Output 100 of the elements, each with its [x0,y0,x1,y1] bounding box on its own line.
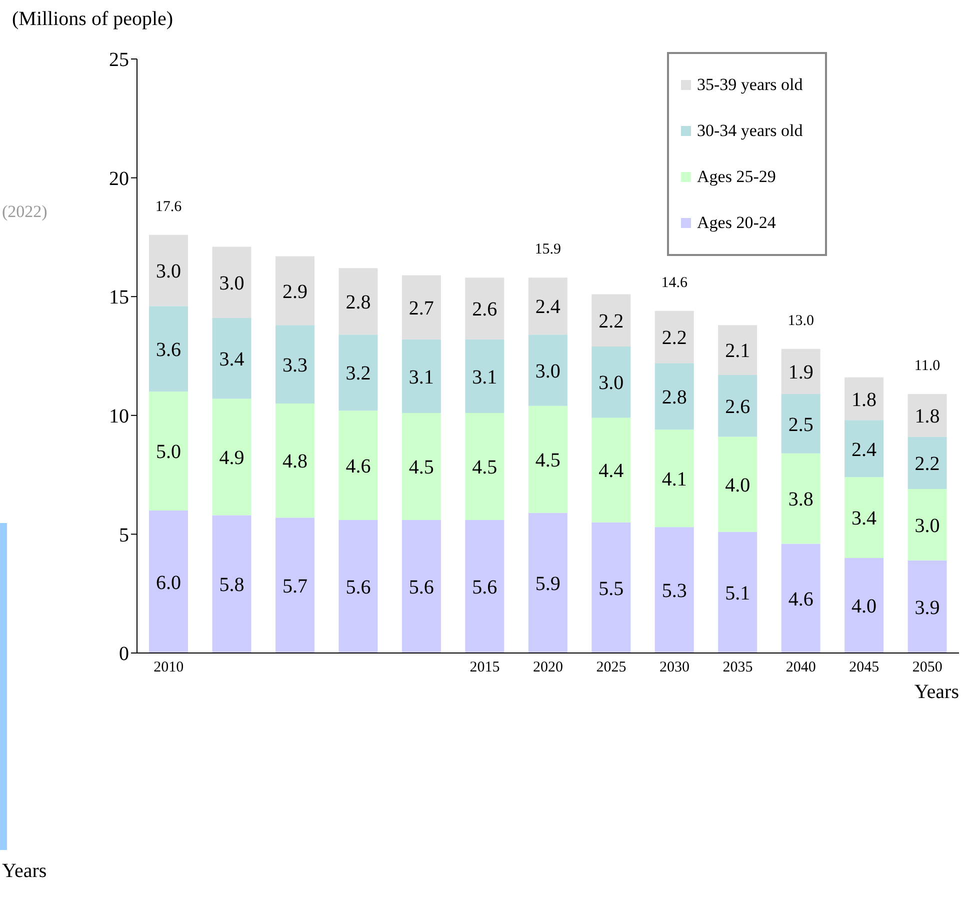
data-label: 2.6 [472,298,498,321]
bar [212,246,252,318]
data-label: 3.4 [219,348,244,370]
data-label: 5.6 [408,576,434,599]
bar [908,489,947,560]
data-label: 4.0 [725,474,750,496]
y-tick-label: 10 [109,406,129,428]
x-tick-label: 2035 [722,660,753,676]
data-label: 5.6 [346,576,371,599]
bar [781,394,820,454]
bar [718,375,758,437]
bar [528,334,568,406]
data-label: 2.4 [535,296,560,318]
bar [402,339,441,414]
data-label: 5.9 [535,573,560,596]
bar [149,306,188,392]
data-label: 3.0 [914,514,940,537]
y-tick-label: 15 [109,286,129,309]
bar [654,527,694,653]
data-label: 3.0 [156,260,182,283]
bar [718,532,758,653]
x-tick-label: 2050 [912,660,942,676]
bar [149,392,188,510]
y-tick-label: 5 [119,524,129,546]
legend-label: Ages 25-29 [697,167,776,187]
data-label: 4.8 [282,450,308,473]
data-label: 3.9 [914,596,940,619]
bar [402,413,441,520]
bar [718,436,758,532]
bar [592,418,631,522]
data-label: 3.1 [408,366,434,388]
bar [212,515,252,653]
bar [844,477,884,558]
data-label: 4.0 [852,596,877,618]
data-label: 2.2 [662,327,687,350]
bar [465,413,504,520]
bar [149,234,188,306]
total-label: 17.6 [155,198,182,215]
bar [465,520,504,653]
data-label: 2.4 [852,438,877,461]
bar [592,346,631,418]
data-label: 5.0 [156,441,182,464]
data-label: 2.2 [914,453,940,476]
bar [275,256,314,326]
bar [908,394,947,437]
data-label: 2.2 [598,310,624,332]
data-label: 3.3 [282,354,308,376]
data-label: 3.2 [346,362,371,385]
bar [908,436,947,490]
bar [212,318,252,399]
bar [402,275,441,340]
bar [908,560,947,653]
bar [654,363,694,430]
data-label: 2.5 [788,414,814,436]
data-label: 3.6 [156,338,182,361]
data-label: 3.8 [788,488,814,511]
data-label: 2.9 [282,280,308,303]
data-label: 2.8 [662,386,687,408]
data-label: 2.8 [346,291,371,314]
data-label: 3.1 [472,366,498,388]
data-label: 4.6 [346,455,371,478]
bar [844,558,884,653]
data-label: 3.0 [219,272,244,294]
data-label: 5.1 [725,582,750,605]
x-tick-label: 2030 [659,660,690,676]
x-tick-label: 2010 [154,660,184,676]
bar [718,325,758,376]
bar [528,278,568,335]
bar [338,268,378,335]
total-label: 13.0 [788,312,814,329]
x-axis-title: Years [914,681,960,703]
bar [654,430,694,528]
data-label: 5.6 [472,576,498,599]
data-label: 6.0 [156,572,182,594]
data-label: 4.5 [472,456,498,479]
data-label: 2.7 [408,297,434,320]
bar [402,520,441,653]
bar [592,522,631,653]
text: (2022) [2,202,48,222]
bar [149,510,188,653]
data-label: 3.0 [598,372,624,394]
y-tick-label: 25 [109,49,129,72]
legend-label: 30-34 years old [697,121,803,141]
bar [592,294,631,346]
bar [275,325,314,404]
y-tick-label: 0 [119,643,129,666]
data-label: 4.5 [535,449,560,472]
data-label: 1.9 [788,362,814,384]
data-label: 4.6 [788,588,814,610]
bar [781,453,820,544]
data-label: 5.7 [282,575,308,598]
bar [844,420,884,478]
bar [781,348,820,394]
data-label: 1.8 [852,388,877,411]
total-label: 11.0 [914,358,940,374]
data-label: 4.5 [408,456,434,479]
x-tick-label: 2040 [786,660,816,676]
bar [844,377,884,420]
data-label: 2.6 [725,396,750,418]
bar [338,410,378,520]
